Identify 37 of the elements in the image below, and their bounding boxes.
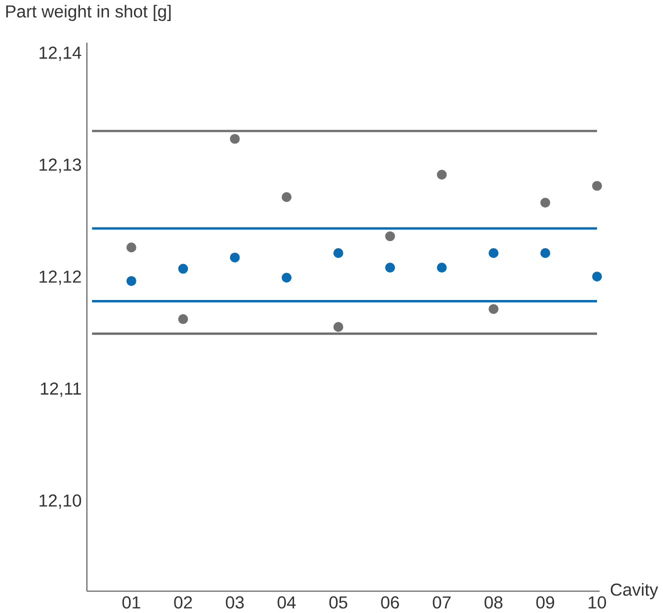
point	[282, 272, 292, 282]
x-tick-label: 01	[122, 596, 140, 608]
point	[282, 192, 292, 202]
y-tick-label: 12,11	[40, 382, 81, 397]
point	[333, 322, 344, 332]
y-tick-label: 12,14	[40, 46, 82, 61]
x-tick-label: 03	[226, 596, 244, 608]
point	[436, 262, 447, 272]
point	[333, 248, 344, 258]
point	[126, 276, 136, 286]
x-tick-label: 08	[484, 596, 502, 608]
x-axis-title: Cavity	[610, 582, 658, 600]
point	[592, 271, 602, 282]
point	[540, 198, 550, 208]
x-tick-label: 07	[432, 596, 451, 608]
y-axis-title: Part weight in shot [g]	[6, 4, 171, 21]
y-tick-label: 12,10	[40, 494, 82, 509]
point	[230, 134, 240, 144]
x-tick-label: 04	[278, 596, 296, 608]
x-tick-label: 02	[174, 596, 192, 608]
point	[178, 314, 188, 324]
y-tick-label: 12,12	[40, 270, 81, 285]
x-tick-label: 06	[381, 596, 399, 608]
point	[436, 170, 447, 180]
point	[592, 180, 602, 191]
point	[230, 252, 240, 262]
point	[488, 304, 498, 314]
point	[488, 248, 498, 258]
x-tick-label: 10	[588, 596, 606, 608]
y-tick-label: 12,13	[40, 158, 81, 173]
point	[178, 264, 188, 274]
point	[540, 248, 550, 258]
point	[385, 231, 395, 241]
point	[126, 242, 136, 252]
point	[385, 262, 395, 272]
x-tick-label: 05	[329, 596, 348, 608]
x-tick-label: 09	[536, 596, 554, 608]
